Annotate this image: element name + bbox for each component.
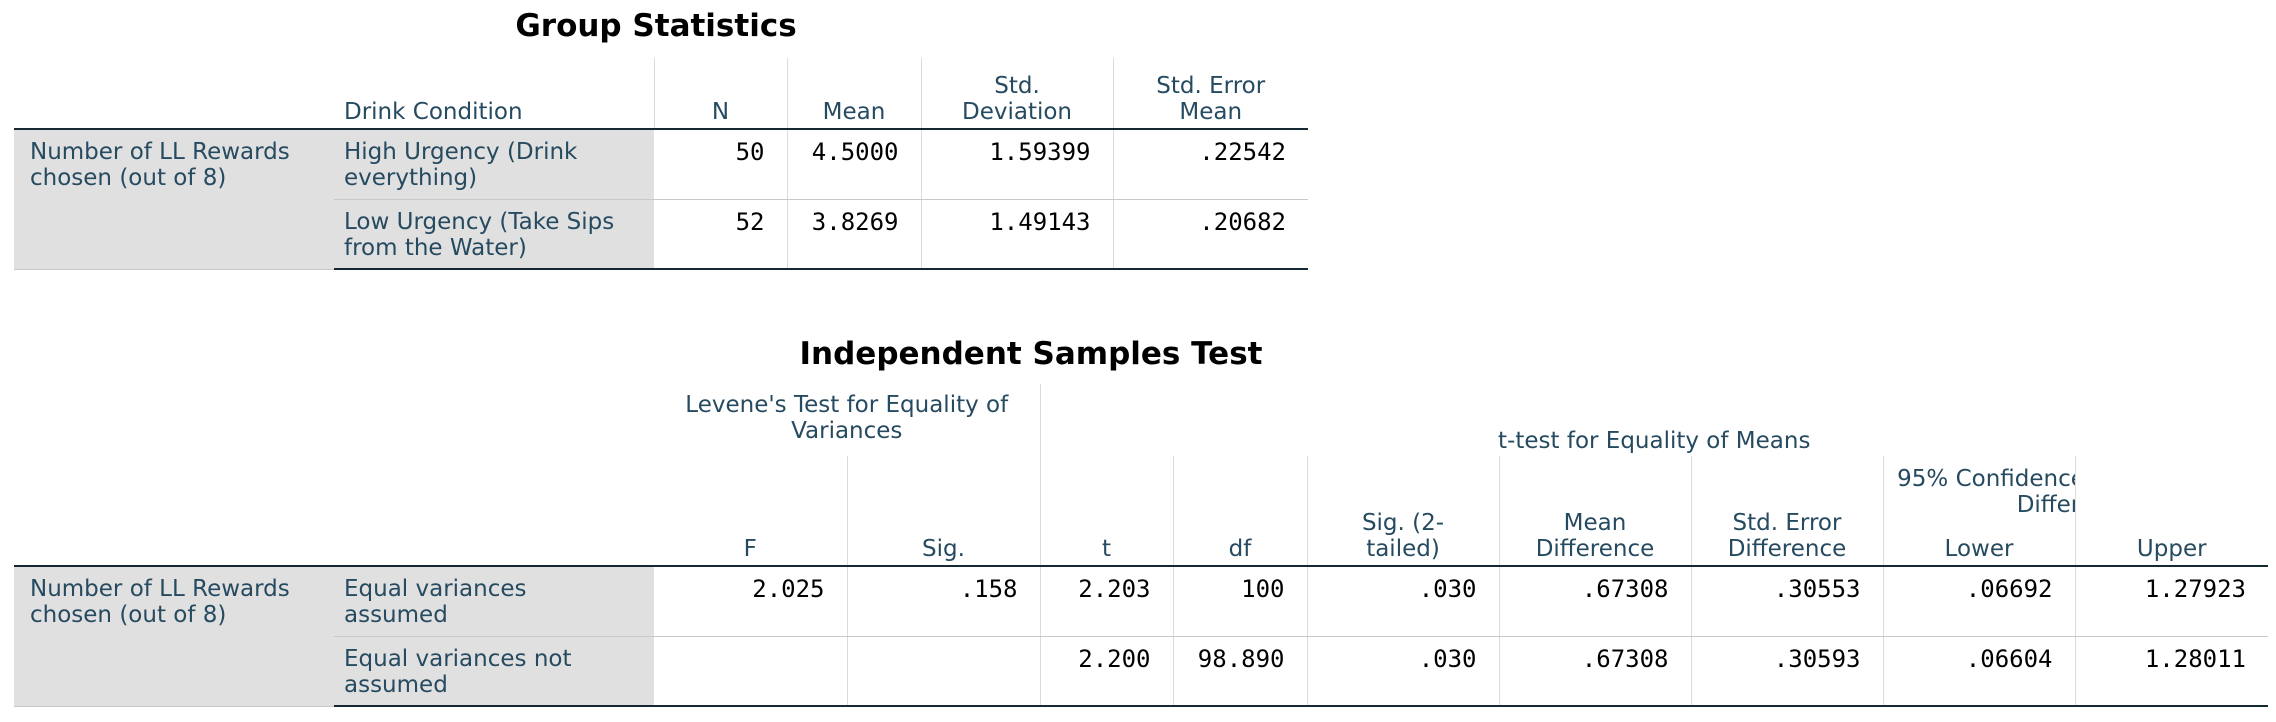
sig-2tailed-value: .030: [1306, 636, 1499, 707]
header-empty: [334, 456, 654, 567]
levene-test-header: Levene's Test for Equality of Variances: [685, 392, 1009, 444]
header-sig-2tailed: Sig. (2-tailed): [1306, 456, 1499, 567]
header-n: N: [653, 58, 787, 130]
header-mean-difference: Mean Difference: [1498, 456, 1691, 567]
header-mean: Mean: [786, 58, 921, 130]
table-row: Equal variances not assumed 2.200 98.890…: [14, 636, 2268, 707]
header-lower: 95% Confidence Interval of the Differenc…: [1882, 456, 2075, 567]
table-row: Number of LL Rewards chosen (out of 8) H…: [14, 129, 1308, 270]
independent-samples-test-table: Levene's Test for Equality of Variances …: [14, 384, 2268, 707]
f-value: 2.025: [654, 566, 847, 637]
independent-samples-test-title: Independent Samples Test: [799, 336, 1263, 372]
header-drink-condition: Drink Condition: [334, 58, 654, 130]
mean-value: 3.8269: [786, 199, 921, 270]
mean-difference-value: .67308: [1498, 566, 1691, 637]
sig-2tailed-value: .030: [1306, 566, 1499, 637]
header-std-error-difference: Std. Error Difference: [1690, 456, 1883, 567]
condition-label: Low Urgency (Take Sips from the Water): [334, 199, 654, 270]
header-std-error-mean: Std. Error Mean: [1112, 58, 1308, 130]
lower-value: .06692: [1882, 566, 2075, 637]
ttest-header: t-test for Equality of Means: [1039, 384, 2268, 456]
mean-difference-value: .67308: [1498, 636, 1691, 707]
variable-label: Number of LL Rewards chosen (out of 8): [14, 566, 334, 707]
table-row: Number of LL Rewards chosen (out of 8) E…: [14, 566, 2268, 707]
df-value: 98.890: [1172, 636, 1307, 707]
assumption-label: Equal variances assumed: [334, 566, 654, 637]
ci-header: 95% Confidence Interval of the Differenc…: [1897, 466, 2075, 518]
variable-label: Number of LL Rewards chosen (out of 8): [14, 129, 334, 270]
header-sig: Sig.: [846, 456, 1040, 567]
sig-value: [846, 636, 1040, 707]
lower-value: .06604: [1882, 636, 2075, 707]
std-deviation-value: 1.49143: [920, 199, 1113, 270]
sig-value: .158: [846, 566, 1040, 637]
header-t: t: [1039, 456, 1173, 567]
std-error-difference-value: .30553: [1690, 566, 1883, 637]
std-error-difference-value: .30593: [1690, 636, 1883, 707]
header-upper: Upper: [2074, 456, 2268, 567]
upper-value: 1.28011: [2074, 636, 2268, 707]
header-empty: [14, 58, 334, 130]
header-empty: [14, 384, 334, 456]
n-value: 52: [654, 199, 787, 270]
std-error-mean-value: .20682: [1112, 199, 1308, 270]
f-value: [654, 636, 847, 707]
header-std-deviation: Std. Deviation: [920, 58, 1113, 130]
table-row: Low Urgency (Take Sips from the Water) 5…: [14, 199, 1308, 270]
std-error-mean-value: .22542: [1112, 129, 1308, 200]
header-empty: [14, 456, 334, 567]
df-value: 100: [1172, 566, 1307, 637]
header-f: F: [654, 456, 847, 567]
t-value: 2.203: [1039, 566, 1173, 637]
group-statistics-table: Drink Condition N Mean Std. Deviation St…: [14, 58, 1308, 270]
std-deviation-value: 1.59399: [920, 129, 1113, 200]
header-empty: [334, 384, 654, 456]
n-value: 50: [654, 129, 787, 200]
group-statistics-title: Group Statistics: [515, 8, 797, 44]
header-lower-label: Lower: [1944, 536, 2014, 562]
assumption-label: Equal variances not assumed: [334, 636, 654, 707]
mean-value: 4.5000: [786, 129, 921, 200]
upper-value: 1.27923: [2074, 566, 2268, 637]
header-df: df: [1172, 456, 1307, 567]
t-value: 2.200: [1039, 636, 1173, 707]
condition-label: High Urgency (Drink everything): [334, 129, 654, 200]
